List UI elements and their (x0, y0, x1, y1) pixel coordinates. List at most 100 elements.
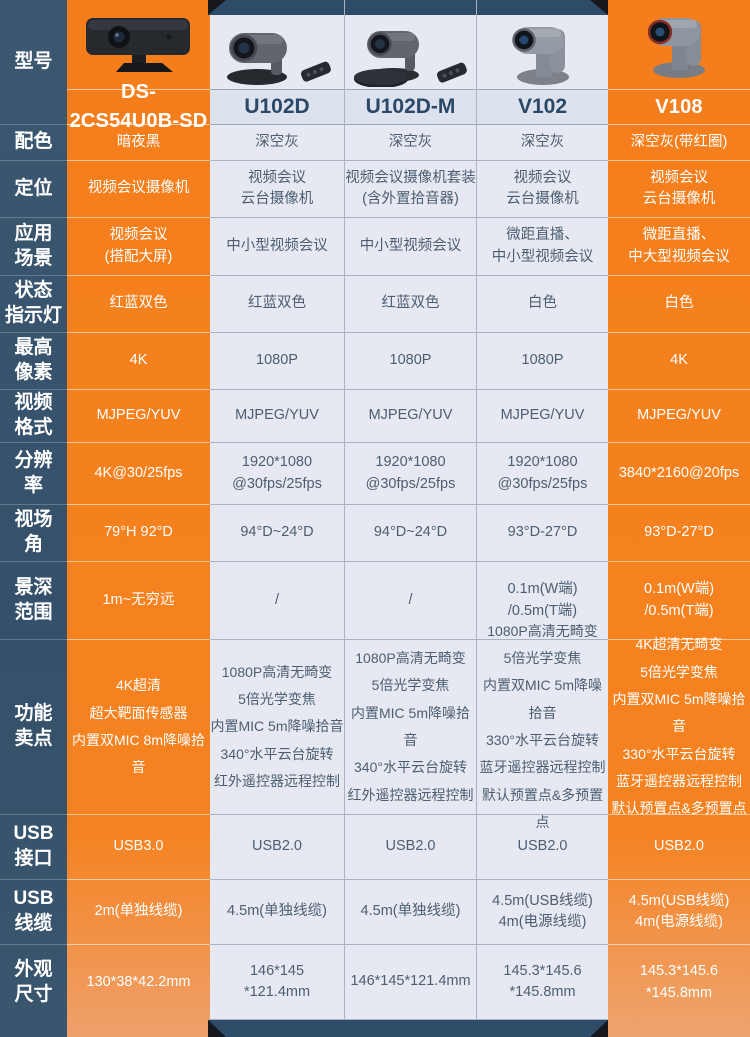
cell-positioning: 视频会议 云台摄像机 (477, 161, 608, 218)
cell-max-pixels: 1080P (345, 333, 477, 390)
cell-usb-port: USB2.0 (477, 815, 608, 880)
column5-orange-background (608, 0, 750, 1037)
product-column-u102dm: U102D-M (345, 0, 477, 125)
cell-positioning: 视频会议摄像机套装 (含外置拾音器) (345, 161, 477, 218)
model-name: DS-2CS54U0B-SD (67, 81, 210, 132)
cell-fov: 94°D~24°D (345, 505, 477, 562)
cell-usb-cable: 4.5m(单独线缆) (210, 880, 345, 945)
row-label-dimensions: 外观 尺寸 (14, 958, 53, 1005)
cell-positioning: 视频会议 云台摄像机 (210, 161, 345, 218)
cell-usb-cable: 4.5m(单独线缆) (345, 880, 477, 945)
cell-usb-cable: 4.5m(USB线缆) 4m(电源线缆) (477, 880, 608, 945)
row-label-scenario: 应用 场景 (0, 218, 67, 276)
black-webcam-image (67, 0, 210, 90)
cell-features: 1080P高清无畸变 5倍光学变焦 内置MIC 5m降噪拾音 340°水平云台旋… (210, 640, 345, 815)
cell-video-format: MJPEG/YUV (345, 390, 477, 443)
cell-indicator: 红蓝双色 (67, 276, 210, 333)
cell-color: 深空灰 (210, 125, 345, 161)
row-label-usb-cable: USB 线缆 (0, 880, 67, 945)
bottom-band-right-corner (590, 1020, 608, 1037)
cell-scenario: 中小型视频会议 (210, 218, 345, 276)
cell-fov: 93°D-27°D (477, 505, 608, 562)
middle-columns-background (210, 0, 608, 1037)
cell-dof: / (345, 562, 477, 640)
bottom-navy-band (208, 1020, 608, 1037)
cell-positioning: 视频会议摄像机 (67, 161, 210, 218)
model-name: U102D-M (345, 90, 476, 125)
row-label-indicator: 状态 指示灯 (0, 276, 67, 333)
cell-positioning: 视频会议 云台摄像机 (608, 161, 750, 218)
row-label-max-pixels: 最高 像素 (0, 333, 67, 390)
cell-dof: 0.1m(W端) /0.5m(T端) (608, 562, 750, 640)
row-label-model: 型号 (0, 0, 67, 125)
cell-resolution: 1920*1080 @30fps/25fps (345, 443, 477, 505)
cell-max-pixels: 4K (67, 333, 210, 390)
cell-dimensions: 146*145*121.4mm (345, 945, 477, 1020)
cell-dimensions: 130*38*42.2mm (86, 973, 191, 990)
cell-usb-port: USB2.0 (345, 815, 477, 880)
cell-scenario: 微距直播、 中大型视频会议 (608, 218, 750, 276)
cell-scenario: 视频会议 (搭配大屏) (67, 218, 210, 276)
product-column-u102d: U102D (210, 0, 345, 125)
cell-scenario: 中小型视频会议 (345, 218, 477, 276)
row-label-video-format: 视频 格式 (0, 390, 67, 443)
top-navy-band (208, 0, 608, 15)
cell-usb-port: USB2.0 (608, 815, 750, 880)
cell-fov: 94°D~24°D (210, 505, 345, 562)
cell-video-format: MJPEG/YUV (67, 390, 210, 443)
cell-color: 暗夜黑 (67, 125, 210, 161)
cell-video-format: MJPEG/YUV (608, 390, 750, 443)
cell-color: 深空灰 (345, 125, 477, 161)
gray-ptz-camera-red-ring-image (608, 0, 750, 90)
cell-fov: 79°H 92°D (67, 505, 210, 562)
cell-video-format: MJPEG/YUV (210, 390, 345, 443)
cell-dimensions: 145.3*145.6 *145.8mm (477, 945, 608, 1020)
cell-max-pixels: 1080P (477, 333, 608, 390)
cell-fov: 93°D-27°D (608, 505, 750, 562)
row-label-usb-port: USB 接口 (0, 815, 67, 880)
cell-color: 深空灰(带红圈) (608, 125, 750, 161)
cell-usb-port: USB2.0 (210, 815, 345, 880)
ptz-camera-speakerphone-remote-image (345, 0, 476, 90)
cell-usb-cable: 4.5m(USB线缆) 4m(电源线缆) (608, 880, 750, 945)
cell-indicator: 红蓝双色 (210, 276, 345, 333)
cell-usb-port: USB3.0 (67, 815, 210, 880)
ptz-camera-with-remote-image (210, 0, 344, 90)
cell-dof: / (210, 562, 345, 640)
cell-features: 4K超清无畸变 5倍光学变焦 内置双MIC 5m降噪拾音 330°水平云台旋转 … (608, 636, 750, 816)
cell-color: 深空灰 (477, 125, 608, 161)
row-label-resolution: 分辨 率 (0, 443, 67, 505)
cell-resolution: 3840*2160@20fps (608, 443, 750, 505)
cell-indicator: 白色 (477, 276, 608, 333)
row-label-dof: 景深 范围 (0, 562, 67, 640)
cell-usb-cable: 2m(单独线缆) (67, 880, 210, 945)
model-name: V108 (608, 90, 750, 125)
cell-resolution: 1920*1080 @30fps/25fps (477, 443, 608, 505)
product-column-v102: V102 (477, 0, 608, 125)
cell-max-pixels: 4K (608, 333, 750, 390)
product-column-ds2cs54u0bsd: DS-2CS54U0B-SD (67, 0, 210, 132)
column1-orange-background (67, 0, 210, 1037)
cell-scenario: 微距直播、 中小型视频会议 (477, 218, 608, 276)
row-label-fov: 视场 角 (0, 505, 67, 562)
cell-dimensions: 145.3*145.6 *145.8mm (639, 963, 719, 1001)
row-header-column-background (0, 0, 67, 1037)
cell-dimensions: 146*145 *121.4mm (210, 945, 345, 1020)
cell-resolution: 1920*1080 @30fps/25fps (210, 443, 345, 505)
cell-dof: 1m~无穷远 (67, 562, 210, 640)
cell-resolution: 4K@30/25fps (67, 443, 210, 505)
row-label-positioning: 定位 (0, 161, 67, 218)
bottom-band-left-corner (208, 1020, 226, 1037)
cell-indicator: 白色 (608, 276, 750, 333)
cell-max-pixels: 1080P (210, 333, 345, 390)
cell-indicator: 红蓝双色 (345, 276, 477, 333)
row-label-color: 配色 (0, 125, 67, 161)
product-column-v108: V108 (608, 0, 750, 125)
cell-features: 1080P高清无畸变 5倍光学变焦 内置双MIC 5m降噪拾音 330°水平云台… (477, 623, 608, 830)
cell-features: 1080P高清无畸变 5倍光学变焦 内置MIC 5m降噪拾音 340°水平云台旋… (345, 640, 477, 815)
model-name: V102 (477, 90, 608, 125)
row-label-features: 功能 卖点 (0, 640, 67, 815)
model-name: U102D (210, 90, 344, 125)
